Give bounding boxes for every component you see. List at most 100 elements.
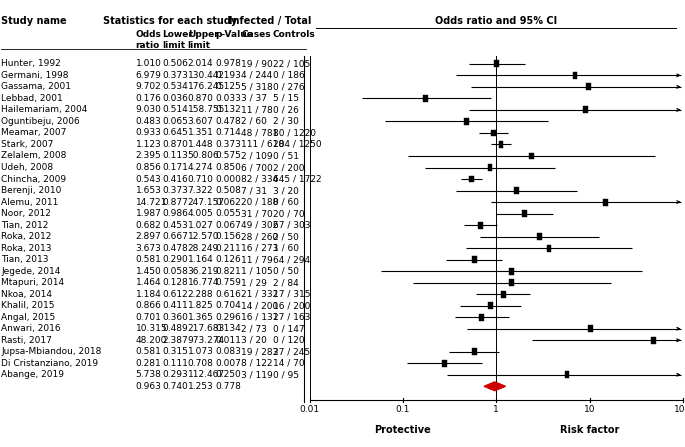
Text: 112.467: 112.467 [188,370,225,380]
Text: 64 / 294: 64 / 294 [273,255,310,264]
Bar [479,314,484,320]
Text: 0.1: 0.1 [396,405,410,414]
Text: Jupsa-Mbiandou, 2018: Jupsa-Mbiandou, 2018 [1,347,102,356]
Text: 4 / 244: 4 / 244 [241,71,273,80]
Text: Gassama, 2001: Gassama, 2001 [1,82,71,91]
Text: 0.870: 0.870 [188,94,214,103]
Text: 0.176: 0.176 [136,94,162,103]
Text: 12.570: 12.570 [188,232,219,241]
Text: 217.683: 217.683 [188,324,225,333]
Text: 5.738: 5.738 [136,370,162,380]
Text: 19 / 283: 19 / 283 [241,347,279,356]
Text: 0.778: 0.778 [215,382,241,391]
Text: 0.033: 0.033 [215,94,241,103]
Text: 2.387: 2.387 [162,336,188,345]
Text: 0.315: 0.315 [162,347,188,356]
Text: 0.506: 0.506 [162,59,188,68]
Text: 22 / 105: 22 / 105 [273,59,310,68]
Text: 2 / 30: 2 / 30 [273,117,299,126]
Text: 1.027: 1.027 [188,220,214,230]
Text: 0.645: 0.645 [162,128,188,138]
Text: 3.673: 3.673 [136,244,162,253]
Text: 100: 100 [674,405,685,414]
Text: 48 / 781: 48 / 781 [241,128,279,138]
Text: 19 / 90: 19 / 90 [241,59,273,68]
Text: Mtapuri, 2014: Mtapuri, 2014 [1,278,64,287]
Text: Protective: Protective [375,425,432,435]
Bar [472,348,477,355]
Text: 0.296: 0.296 [215,313,241,322]
Text: 6 / 700: 6 / 700 [241,163,273,172]
Bar [564,371,569,378]
Text: 0.514: 0.514 [162,105,188,114]
Bar [530,152,534,160]
Text: 0.581: 0.581 [136,347,162,356]
Text: Alemu, 2011: Alemu, 2011 [1,198,59,207]
Text: 28 / 260: 28 / 260 [241,232,278,241]
Text: 49 / 302: 49 / 302 [241,220,278,230]
Text: 9.702: 9.702 [136,82,162,91]
Text: 176.245: 176.245 [188,82,225,91]
Text: Udeh, 2008: Udeh, 2008 [1,163,53,172]
Bar [488,302,493,309]
Text: 50.806: 50.806 [188,152,219,160]
Text: 0.134: 0.134 [215,324,241,333]
Text: 0.453: 0.453 [162,220,188,230]
Text: 0.866: 0.866 [136,301,162,310]
Bar [478,222,483,228]
Text: 4.274: 4.274 [188,163,213,172]
Text: 1.450: 1.450 [136,267,162,276]
Bar [443,360,447,367]
Text: 0.850: 0.850 [215,163,241,172]
Text: 0.067: 0.067 [215,220,241,230]
Text: 0.156: 0.156 [215,232,241,241]
Text: 14.721: 14.721 [136,198,167,207]
Bar [537,233,542,240]
Bar [583,106,588,114]
Text: 0.250: 0.250 [215,370,241,380]
Text: 0.128: 0.128 [162,278,188,287]
Text: Infected / Total: Infected / Total [229,16,312,25]
Bar [573,72,577,79]
Bar [547,245,551,252]
Text: 0.293: 0.293 [162,370,188,380]
Text: 27 / 245: 27 / 245 [273,347,310,356]
Text: 8 / 122: 8 / 122 [241,359,273,368]
Text: 0.132: 0.132 [215,105,241,114]
Text: 0.125: 0.125 [215,82,241,91]
Text: 16 / 273: 16 / 273 [241,244,279,253]
Text: 0.411: 0.411 [162,301,188,310]
Text: 14 / 70: 14 / 70 [273,359,304,368]
Text: 0.113: 0.113 [162,152,188,160]
Text: 9.030: 9.030 [136,105,162,114]
Text: 1.464: 1.464 [136,278,161,287]
Text: 0 / 276: 0 / 276 [273,82,304,91]
Bar [651,337,656,344]
Text: 0.011: 0.011 [215,336,241,345]
Text: Rasti, 2017: Rasti, 2017 [1,336,52,345]
Text: 36.219: 36.219 [188,267,219,276]
Bar [586,84,590,90]
Bar [501,291,506,298]
Text: Tian, 2013: Tian, 2013 [1,255,49,264]
Text: 82 / 334: 82 / 334 [241,174,278,184]
Text: 0 / 50: 0 / 50 [273,267,299,276]
Text: 1.987: 1.987 [136,209,162,218]
Bar [509,268,514,274]
Text: 16 / 131: 16 / 131 [241,313,279,322]
Text: Abange, 2019: Abange, 2019 [1,370,64,380]
Text: 2 / 73: 2 / 73 [241,324,267,333]
Text: 0 / 95: 0 / 95 [273,370,299,380]
Text: 1.010: 1.010 [136,59,162,68]
Text: 0.036: 0.036 [162,94,188,103]
Text: 130.442: 130.442 [188,71,225,80]
Bar [423,95,428,102]
Text: Chincha, 2009: Chincha, 2009 [1,174,66,184]
Text: 0.534: 0.534 [162,82,188,91]
Text: 3 / 20: 3 / 20 [273,186,299,195]
Text: 67 / 303: 67 / 303 [273,220,310,230]
Text: 10: 10 [584,405,595,414]
Text: 0.055: 0.055 [215,209,241,218]
Text: 2 / 60: 2 / 60 [241,117,267,126]
Text: Berenji, 2010: Berenji, 2010 [1,186,62,195]
